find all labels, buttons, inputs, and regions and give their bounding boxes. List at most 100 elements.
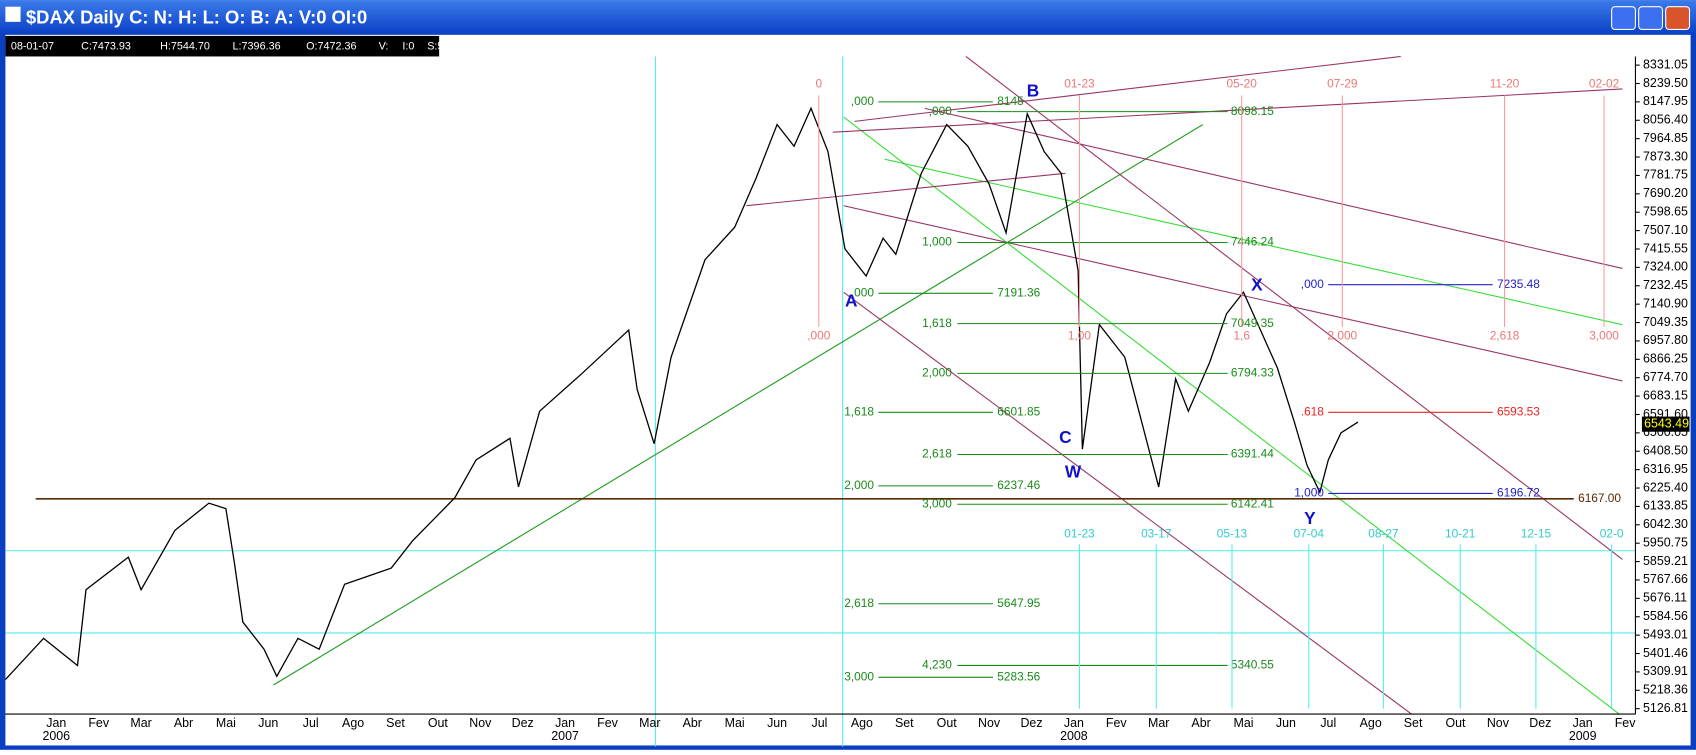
level-price: 6196.72 — [1497, 486, 1540, 500]
y-tick-label: 6225.40 — [1643, 480, 1688, 494]
x-tick-label: Ago — [342, 716, 364, 730]
trend-line — [273, 124, 1204, 686]
y-tick-label: 6957.80 — [1643, 333, 1688, 347]
x-tick-label: Mai — [216, 716, 236, 730]
title-bar — [0, 0, 1696, 35]
x-tick-label: Set — [895, 716, 914, 730]
y-tick-label: 7049.35 — [1643, 315, 1688, 329]
time-date: 02-02 — [1589, 77, 1619, 91]
x-tick-label: Dez — [1529, 716, 1551, 730]
fib-ratio: ,000 — [851, 285, 875, 299]
fib-ratio: 4,230 — [922, 658, 952, 672]
trend-line — [884, 158, 1623, 326]
maximize-button[interactable] — [1638, 6, 1664, 30]
fib-price: 7049.35 — [1231, 316, 1274, 330]
wave-label: Y — [1304, 508, 1316, 528]
y-tick-label: 8331.05 — [1643, 57, 1688, 71]
price-line — [4, 106, 1359, 680]
info-field: C:7473.93 — [81, 41, 131, 53]
wave-label: X — [1251, 274, 1263, 294]
x-tick-label: Mar — [130, 716, 151, 730]
y-tick-label: 6866.25 — [1643, 352, 1688, 366]
cycle-date: 12-15 — [1521, 527, 1552, 541]
y-tick-label: 7964.85 — [1643, 131, 1688, 145]
x-tick-label: Jun — [1276, 716, 1296, 730]
fib-price: 7446.24 — [1231, 235, 1274, 249]
last-price-box — [1641, 416, 1690, 432]
info-bar — [5, 35, 440, 57]
fib-ratio: 1,618 — [922, 316, 952, 330]
x-tick-label: Out — [428, 716, 449, 730]
wave-label: W — [1065, 461, 1082, 481]
time-date: 0 — [815, 77, 822, 91]
cycle-date: 02-0 — [1600, 527, 1624, 541]
x-tick-label: Fev — [1106, 716, 1127, 730]
time-ratio: 1,00 — [1068, 329, 1092, 343]
cycle-date: 01-23 — [1064, 527, 1095, 541]
y-tick-label: 7598.65 — [1643, 204, 1688, 218]
y-tick-label: 5676.11 — [1643, 591, 1687, 605]
fib-ratio: 3,000 — [922, 496, 952, 510]
x-tick-label: Jul — [812, 716, 828, 730]
y-tick-label: 6774.70 — [1643, 370, 1688, 384]
cycle-date: 05-13 — [1217, 527, 1248, 541]
fib-ratio: 2,618 — [844, 596, 874, 610]
year-label: 2008 — [1060, 729, 1088, 743]
fib-price: 7191.36 — [997, 285, 1040, 299]
fib-price: 8098.15 — [1231, 104, 1274, 118]
support-label: 6167.00 — [1578, 491, 1621, 505]
y-tick-label: 7873.30 — [1643, 149, 1688, 163]
time-ratio: 2,618 — [1490, 329, 1520, 343]
close-button[interactable] — [1665, 6, 1691, 30]
fib-ratio: 2,000 — [922, 366, 952, 380]
y-tick-label: 6316.95 — [1643, 462, 1688, 476]
y-tick-label: 6408.50 — [1643, 444, 1688, 458]
y-tick-label: 7781.75 — [1643, 168, 1688, 182]
level-ratio: ,000 — [1301, 277, 1325, 291]
y-tick-label: 7232.45 — [1643, 278, 1688, 292]
y-tick-label: 5218.36 — [1643, 683, 1688, 697]
year-label: 2006 — [42, 729, 70, 743]
y-tick-label: 7140.90 — [1643, 296, 1688, 310]
minimize-button[interactable] — [1611, 6, 1636, 30]
level-price: 6593.53 — [1497, 404, 1540, 418]
x-tick-label: Ago — [1360, 716, 1382, 730]
info-field: 08-01-07 — [11, 41, 54, 53]
y-tick-label: 8239.50 — [1643, 76, 1688, 90]
y-tick-label: 5584.56 — [1643, 609, 1688, 623]
y-tick-label: 5309.91 — [1643, 664, 1688, 678]
x-tick-label: Jan — [555, 716, 575, 730]
trend-line — [843, 116, 1620, 715]
y-tick-label: 5950.75 — [1643, 535, 1688, 549]
y-tick-label: 5859.21 — [1643, 554, 1688, 568]
fib-ratio: 3,000 — [844, 669, 874, 683]
level-ratio: .618 — [1301, 404, 1325, 418]
x-tick-label: Dez — [1020, 716, 1042, 730]
cycle-date: 03-17 — [1141, 527, 1171, 541]
x-tick-label: Fev — [1615, 716, 1636, 730]
x-tick-label: Jul — [1320, 716, 1336, 730]
x-tick-label: Dez — [512, 716, 534, 730]
wave-label: B — [1027, 81, 1040, 101]
fib-ratio: ,000 — [929, 104, 953, 118]
year-label: 2007 — [551, 729, 579, 743]
info-field: O:7472.36 — [306, 41, 356, 53]
time-ratio: 3,000 — [1589, 329, 1619, 343]
app-icon — [5, 6, 21, 22]
x-tick-label: Ago — [851, 716, 873, 730]
fib-price: 6794.33 — [1231, 366, 1274, 380]
y-tick-label: 8056.40 — [1643, 113, 1688, 127]
fib-price: 5647.95 — [997, 596, 1040, 610]
y-tick-label: 6683.15 — [1643, 388, 1688, 402]
info-field: V: — [379, 41, 389, 53]
info-field: H:7544.70 — [160, 41, 210, 53]
x-tick-label: Set — [386, 716, 405, 730]
channel-line — [965, 56, 1623, 560]
x-tick-label: Abr — [174, 716, 193, 730]
time-date: 11-20 — [1490, 77, 1520, 91]
y-tick-label: 5401.46 — [1643, 646, 1688, 660]
x-tick-label: Abr — [1191, 716, 1210, 730]
x-tick-label: Jan — [46, 716, 66, 730]
level-price: 7235.48 — [1497, 277, 1540, 291]
